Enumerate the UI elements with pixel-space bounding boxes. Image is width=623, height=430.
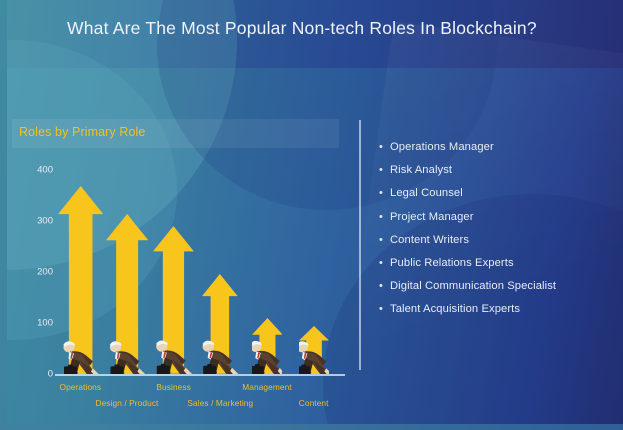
vertical-divider — [359, 120, 361, 370]
x-axis-label: Sales / Marketing — [187, 398, 254, 408]
list-item: • Content Writers — [379, 233, 617, 247]
bar-4 — [202, 274, 239, 374]
list-item: • Risk Analyst — [379, 163, 617, 177]
x-axis-label: Management — [242, 382, 292, 392]
list-item: • Operations Manager — [379, 140, 617, 154]
x-axis-baseline — [55, 374, 345, 376]
list-item-label: Legal Counsel — [390, 187, 463, 200]
bullet-dot-icon: • — [379, 164, 383, 177]
list-item-label: Public Relations Experts — [390, 256, 514, 269]
title-band — [7, 0, 623, 68]
bullet-dot-icon: • — [379, 233, 383, 246]
list-item: • Digital Communication Specialist — [379, 279, 617, 293]
slide-panel: What Are The Most Popular Non-tech Roles… — [7, 0, 623, 424]
y-axis-ticks: 0 100 200 300 400 — [19, 155, 53, 380]
bar-series — [7, 155, 359, 375]
bar-3 — [153, 226, 195, 374]
list-item-label: Project Manager — [390, 210, 474, 223]
list-item-label: Digital Communication Specialist — [390, 280, 557, 293]
list-item: • Legal Counsel — [379, 186, 617, 200]
bar-2 — [105, 213, 149, 374]
x-axis-label: Content — [298, 398, 329, 408]
y-axis-tick-label: 100 — [37, 317, 53, 329]
list-item-label: Content Writers — [390, 233, 470, 246]
x-axis-label: Business — [156, 382, 191, 392]
chart-title: Roles by Primary Role — [19, 125, 146, 139]
y-axis-tick-label: 200 — [37, 266, 53, 278]
y-axis-tick-label: 0 — [47, 368, 53, 380]
list-item-label: Risk Analyst — [390, 164, 453, 177]
bullet-dot-icon: • — [379, 280, 383, 293]
list-item: • Public Relations Experts — [379, 256, 617, 270]
bar-1 — [57, 185, 103, 374]
bullet-dot-icon: • — [379, 210, 383, 223]
list-item: • Talent Acquisition Experts — [379, 302, 617, 316]
bullet-dot-icon: • — [379, 256, 383, 269]
list-item: • Project Manager — [379, 210, 617, 224]
bar-6 — [298, 325, 329, 374]
list-item-label: Operations Manager — [390, 141, 494, 153]
list-item-label: Talent Acquisition Experts — [390, 303, 521, 316]
chart-header-bar — [12, 119, 339, 148]
bar-5 — [251, 317, 283, 374]
roles-list: • Operations Manager • Risk Analyst • Legal C… — [379, 140, 617, 326]
chart-plot-area: 0 100 200 300 400 — [7, 155, 359, 408]
x-axis-label: Operations — [59, 382, 102, 392]
x-axis-label: Design / Product — [95, 398, 159, 408]
page-title: What Are The Most Popular Non-tech Roles… — [67, 18, 537, 38]
chart-container: Roles by Primary Role 0 100 200 300 400 — [7, 110, 359, 408]
bullet-dot-icon: • — [379, 303, 383, 316]
bullet-dot-icon: • — [379, 187, 383, 200]
y-axis-tick-label: 400 — [37, 164, 53, 176]
y-axis-tick-label: 300 — [37, 215, 53, 227]
bullet-dot-icon: • — [379, 141, 383, 153]
